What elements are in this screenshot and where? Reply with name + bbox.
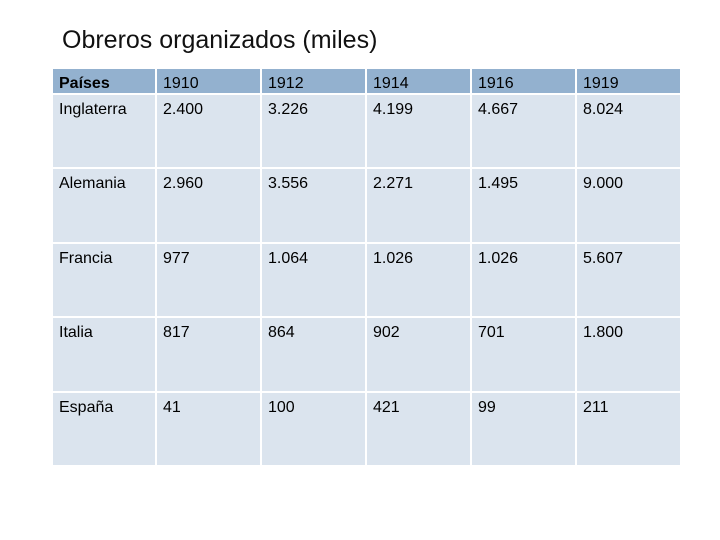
value-cell: 1.800 bbox=[575, 316, 682, 393]
table-row: Alemania 2.960 3.556 2.271 1.495 9.000 bbox=[51, 167, 682, 244]
value-cell: 817 bbox=[155, 316, 262, 393]
header-cell-paises: Países bbox=[51, 67, 157, 95]
value-cell: 1.026 bbox=[365, 241, 472, 319]
value-cell: 3.556 bbox=[260, 167, 367, 244]
table-row: Italia 817 864 902 701 1.800 bbox=[51, 316, 682, 393]
value-cell: 1.495 bbox=[470, 167, 577, 244]
value-cell: 3.226 bbox=[260, 92, 367, 170]
value-cell: 977 bbox=[155, 241, 262, 319]
value-cell: 421 bbox=[365, 390, 472, 468]
country-cell: España bbox=[51, 390, 157, 468]
table-row: Francia 977 1.064 1.026 1.026 5.607 bbox=[51, 241, 682, 319]
header-cell-1912: 1912 bbox=[260, 67, 367, 95]
table-row: Inglaterra 2.400 3.226 4.199 4.667 8.024 bbox=[51, 92, 682, 170]
value-cell: 864 bbox=[260, 316, 367, 393]
country-cell: Italia bbox=[51, 316, 157, 393]
value-cell: 9.000 bbox=[575, 167, 682, 244]
value-cell: 902 bbox=[365, 316, 472, 393]
value-cell: 5.607 bbox=[575, 241, 682, 319]
value-cell: 2.400 bbox=[155, 92, 262, 170]
value-cell: 8.024 bbox=[575, 92, 682, 170]
value-cell: 41 bbox=[155, 390, 262, 468]
value-cell: 211 bbox=[575, 390, 682, 468]
country-cell: Inglaterra bbox=[51, 92, 157, 170]
value-cell: 701 bbox=[470, 316, 577, 393]
value-cell: 2.271 bbox=[365, 167, 472, 244]
table-header-row: Países 1910 1912 1914 1916 1919 bbox=[51, 67, 682, 95]
value-cell: 100 bbox=[260, 390, 367, 468]
header-cell-1919: 1919 bbox=[575, 67, 682, 95]
page-title: Obreros organizados (miles) bbox=[62, 26, 378, 54]
header-cell-1910: 1910 bbox=[155, 67, 262, 95]
header-cell-1916: 1916 bbox=[470, 67, 577, 95]
value-cell: 1.064 bbox=[260, 241, 367, 319]
value-cell: 4.199 bbox=[365, 92, 472, 170]
value-cell: 99 bbox=[470, 390, 577, 468]
data-table: Países 1910 1912 1914 1916 1919 Inglater… bbox=[51, 67, 682, 468]
value-cell: 1.026 bbox=[470, 241, 577, 319]
table-row: España 41 100 421 99 211 bbox=[51, 390, 682, 468]
country-cell: Francia bbox=[51, 241, 157, 319]
value-cell: 4.667 bbox=[470, 92, 577, 170]
value-cell: 2.960 bbox=[155, 167, 262, 244]
country-cell: Alemania bbox=[51, 167, 157, 244]
header-cell-1914: 1914 bbox=[365, 67, 472, 95]
